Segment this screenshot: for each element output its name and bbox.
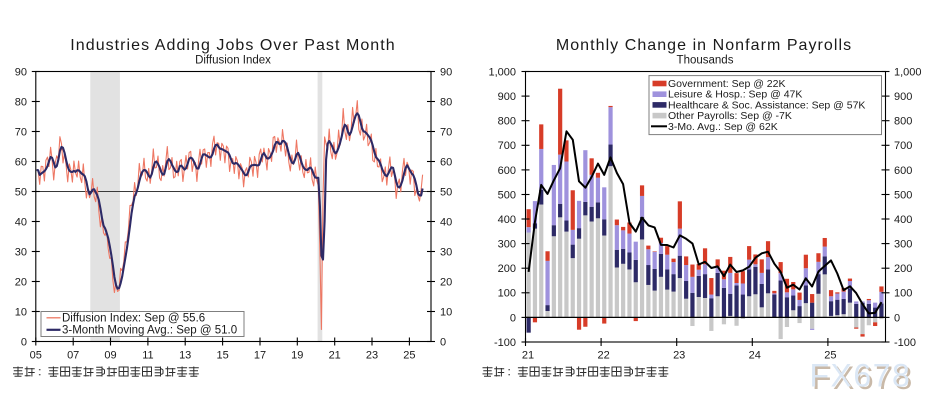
svg-text:21: 21 — [329, 350, 341, 362]
svg-text:50: 50 — [440, 186, 452, 198]
svg-text:900: 900 — [498, 91, 516, 103]
svg-text:90: 90 — [15, 66, 27, 78]
svg-text:-100: -100 — [494, 337, 516, 349]
svg-text:24: 24 — [749, 350, 761, 362]
svg-text:60: 60 — [15, 156, 27, 168]
svg-text:15: 15 — [216, 350, 228, 362]
svg-text:0: 0 — [440, 336, 446, 348]
svg-text:500: 500 — [498, 189, 516, 201]
svg-text:Diffusion Index: Sep @ 55.6: Diffusion Index: Sep @ 55.6 — [62, 312, 205, 324]
svg-text:200: 200 — [498, 263, 516, 275]
svg-text:0: 0 — [21, 336, 27, 348]
svg-text:600: 600 — [894, 165, 912, 177]
svg-text:25: 25 — [403, 350, 415, 362]
svg-text:10: 10 — [15, 306, 27, 318]
svg-text:30: 30 — [15, 246, 27, 258]
svg-text:10: 10 — [440, 306, 452, 318]
svg-text:100: 100 — [894, 288, 912, 300]
svg-text:90: 90 — [440, 66, 452, 78]
svg-text:FX678: FX678 — [810, 358, 912, 394]
svg-text:22: 22 — [597, 350, 609, 362]
svg-text:700: 700 — [498, 140, 516, 152]
svg-text:Monthly Change in Nonfarm Payr: Monthly Change in Nonfarm Payrolls — [556, 37, 852, 54]
svg-text:50: 50 — [15, 186, 27, 198]
svg-text:800: 800 — [894, 116, 912, 128]
svg-text:17: 17 — [254, 350, 266, 362]
svg-text:40: 40 — [15, 216, 27, 228]
svg-text:100: 100 — [498, 288, 516, 300]
svg-text:400: 400 — [498, 214, 516, 226]
svg-text:1,000: 1,000 — [894, 66, 922, 78]
svg-text:20: 20 — [440, 276, 452, 288]
svg-text:19: 19 — [291, 350, 303, 362]
svg-text:09: 09 — [104, 350, 116, 362]
svg-text:900: 900 — [894, 91, 912, 103]
svg-text:05: 05 — [30, 350, 42, 362]
svg-text:700: 700 — [894, 140, 912, 152]
svg-text:400: 400 — [894, 214, 912, 226]
svg-text:21: 21 — [522, 350, 534, 362]
svg-text:3-Month Moving Avg.: Sep @ 51.: 3-Month Moving Avg.: Sep @ 51.0 — [62, 324, 237, 336]
svg-text:80: 80 — [15, 96, 27, 108]
svg-text:Thousands: Thousands — [677, 55, 734, 67]
svg-text:Industries Adding Jobs Over Pa: Industries Adding Jobs Over Past Month — [70, 37, 395, 54]
svg-text:200: 200 — [894, 263, 912, 275]
svg-text:30: 30 — [440, 246, 452, 258]
svg-text:07: 07 — [67, 350, 79, 362]
svg-text:23: 23 — [366, 350, 378, 362]
svg-text:60: 60 — [440, 156, 452, 168]
svg-text:80: 80 — [440, 96, 452, 108]
svg-text:70: 70 — [440, 126, 452, 138]
svg-text:-100: -100 — [894, 337, 916, 349]
svg-text:500: 500 — [894, 189, 912, 201]
svg-text:13: 13 — [179, 350, 191, 362]
svg-text:0: 0 — [510, 312, 516, 324]
svg-text:600: 600 — [498, 165, 516, 177]
svg-text:40: 40 — [440, 216, 452, 228]
svg-text:0: 0 — [894, 312, 900, 324]
svg-text:11: 11 — [142, 350, 153, 362]
svg-text:800: 800 — [498, 116, 516, 128]
svg-text:70: 70 — [15, 126, 27, 138]
svg-text:1,000: 1,000 — [488, 66, 516, 78]
svg-text:20: 20 — [15, 276, 27, 288]
svg-text:Diffusion Index: Diffusion Index — [195, 55, 271, 67]
svg-text:300: 300 — [498, 239, 516, 251]
svg-text:23: 23 — [673, 350, 685, 362]
svg-text:300: 300 — [894, 239, 912, 251]
svg-text:3-Mo. Avg.: Sep @ 62K: 3-Mo. Avg.: Sep @ 62K — [668, 121, 778, 133]
